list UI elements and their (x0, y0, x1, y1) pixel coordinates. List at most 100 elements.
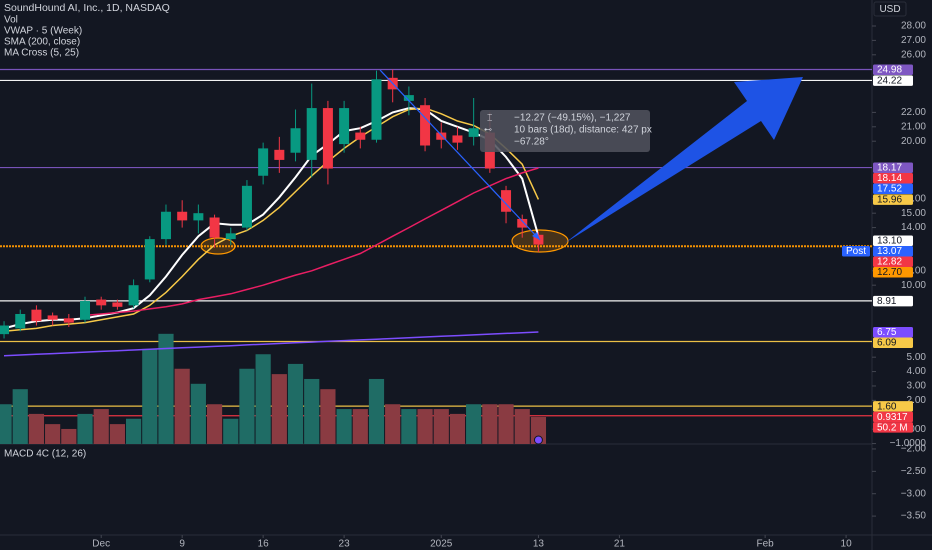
volume-bar (304, 378, 320, 444)
price-badge-label: 1.60 (877, 401, 897, 412)
price-badge (873, 411, 913, 423)
candle-body (31, 309, 42, 322)
ma-line (3, 107, 540, 333)
currency-button[interactable] (873, 1, 907, 17)
volume-bar (466, 404, 482, 444)
candle-body (290, 128, 301, 153)
price-badge (873, 183, 913, 195)
price-badge-label: 15.96 (877, 195, 902, 206)
price-badge (873, 401, 913, 412)
price-badge (873, 267, 913, 278)
volume-bar (93, 409, 109, 444)
candle-body (241, 185, 252, 228)
candle-body (112, 302, 123, 307)
candle-body (160, 211, 171, 240)
price-badge-label: 12.70 (877, 267, 902, 278)
price-badge-label: 24.98 (877, 65, 902, 76)
y-tick-label: −2.50 (901, 466, 927, 477)
candle-body (403, 95, 414, 101)
price-badge (873, 246, 913, 257)
event-icon (533, 435, 543, 445)
ma-line (3, 107, 540, 330)
candle-body (0, 325, 10, 335)
measure-tooltip: ⌶ ⊷ −12.27 (−49.15%), −1,227 10 bars (18… (480, 110, 652, 152)
price-badge (873, 194, 913, 205)
volume-bar (271, 374, 287, 444)
macd-title: MACD 4C (12, 26) (4, 449, 86, 460)
price-badge (873, 235, 913, 247)
x-tick-label: 23 (339, 539, 351, 550)
volume-bar (109, 424, 125, 444)
price-badge-label: 8.91 (877, 296, 897, 307)
legend-item: MA Cross (5, 25) (4, 48, 79, 59)
volume-bar (401, 409, 417, 444)
x-tick-label: 13 (533, 539, 545, 550)
price-badge (873, 326, 913, 338)
candle-body (517, 218, 528, 228)
y-tick-label: 10.00 (901, 280, 926, 291)
volume-bar (287, 363, 304, 444)
x-tick-label: 21 (614, 539, 626, 550)
x-tick-label: 10 (841, 539, 853, 550)
candle-body (144, 239, 155, 280)
big-arrow (565, 77, 803, 243)
ma-line (84, 167, 539, 317)
volume-bar (385, 404, 401, 444)
price-badge (873, 162, 913, 174)
legend: SoundHound AI, Inc., 1D, NASDAQ Vol VWAP… (4, 2, 170, 460)
volume-bar (255, 354, 271, 444)
volume-bar (174, 368, 190, 444)
price-badge-label: 13.10 (877, 236, 902, 247)
candle-body (209, 217, 220, 238)
x-tick-label: 16 (258, 539, 270, 550)
x-tick-label: Feb (757, 539, 775, 550)
volume-bar (320, 389, 336, 444)
candle-body (258, 148, 269, 176)
candle-body (355, 132, 366, 140)
legend-item: Vol (4, 15, 18, 26)
candle-body (225, 233, 236, 240)
y-tick-label: 28.00 (901, 21, 926, 32)
volume-bar (142, 348, 158, 444)
price-badge (873, 337, 913, 348)
legend-item: VWAP · 5 (Week) (4, 26, 82, 37)
x-tick-label: 2025 (430, 539, 453, 550)
volume-bar (206, 404, 223, 444)
candle-body (96, 299, 107, 306)
candle-body (468, 128, 479, 137)
y-tick-label: −3.50 (901, 511, 927, 522)
price-badge (873, 256, 913, 268)
candle-body (452, 135, 463, 143)
candle-body (339, 108, 350, 145)
candle-body (322, 108, 333, 169)
y-tick-label: 2.00 (907, 395, 927, 406)
y-tick-label: 4.00 (907, 366, 927, 377)
measure-angle: −67.28° (514, 137, 549, 148)
volume-bar (28, 413, 45, 444)
measure-price: −12.27 (−49.15%), −1,227 (514, 113, 631, 124)
volume-bar (530, 417, 547, 444)
y-tick-label: 15.00 (901, 208, 926, 219)
price-badge-label: 0.9317 (877, 412, 908, 423)
volume-bar (125, 418, 142, 444)
volume-bar (190, 383, 206, 444)
volume-bar (514, 409, 530, 444)
candle-body (533, 234, 544, 245)
candle-body (128, 285, 139, 306)
candle-body (274, 149, 285, 160)
price-badge-label: 6.09 (877, 338, 897, 349)
candle-body (47, 315, 58, 320)
price-badge-label: 13.07 (877, 246, 902, 257)
price-badge (873, 64, 913, 75)
legend-item: SMA (200, close) (4, 37, 80, 48)
volume-bar (12, 389, 28, 444)
currency[interactable]: USD (879, 4, 900, 15)
candle-body (193, 213, 204, 221)
volume-bar (449, 413, 466, 444)
candle-body (15, 313, 26, 329)
measure-line (379, 69, 541, 241)
tooltip-icon: ⌶ (487, 112, 492, 122)
y-tick-label: 22.00 (901, 107, 926, 118)
symbol-title: SoundHound AI, Inc., 1D, NASDAQ (4, 2, 170, 14)
